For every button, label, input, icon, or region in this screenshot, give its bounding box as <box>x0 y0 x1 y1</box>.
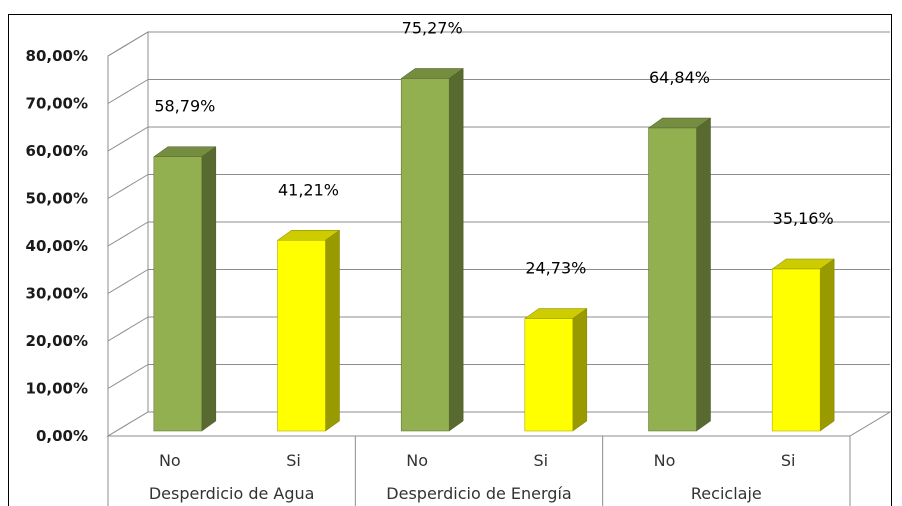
x-tick-label: No <box>159 451 181 470</box>
y-tick-label: 70,00% <box>26 95 88 113</box>
y-tick-label: 0,00% <box>36 427 88 445</box>
gridline-side <box>107 79 149 104</box>
bar <box>400 78 450 432</box>
gridline-side <box>107 316 149 342</box>
bar <box>524 318 574 432</box>
y-tick-label: 30,00% <box>26 285 88 303</box>
gridline-side <box>107 269 149 294</box>
gridline-side <box>107 31 149 57</box>
bar-side <box>572 308 588 432</box>
x-group-label: Desperdicio de Agua <box>149 484 315 503</box>
x-tick-label: No <box>406 451 428 470</box>
bar <box>277 240 326 432</box>
bar-side <box>201 146 217 432</box>
y-tick-label: 50,00% <box>26 190 88 208</box>
bar <box>648 127 697 432</box>
y-tick-label: 10,00% <box>26 380 88 398</box>
y-tick-label: 80,00% <box>26 47 88 65</box>
data-label: 35,16% <box>773 209 834 228</box>
gridline-side <box>107 174 149 199</box>
y-tick-label: 20,00% <box>26 332 88 350</box>
x-tick-label: Si <box>534 451 549 470</box>
x-tick-label: Si <box>781 451 796 470</box>
x-group-label: Reciclaje <box>691 484 762 503</box>
x-tick-label: No <box>654 451 676 470</box>
y-tick-label: 40,00% <box>26 237 88 255</box>
bar-side <box>819 258 835 432</box>
bar-side <box>448 67 464 432</box>
gridline-side <box>107 221 149 247</box>
bar-side <box>325 229 340 432</box>
bar <box>153 156 203 432</box>
y-tick-label: 60,00% <box>26 142 88 160</box>
bar <box>771 268 821 432</box>
gridline-side <box>107 364 149 389</box>
x-tick-label: Si <box>286 451 301 470</box>
x-group-label: Desperdicio de Energía <box>386 484 571 503</box>
data-label: 24,73% <box>525 259 586 278</box>
gridline-side <box>107 126 149 152</box>
data-label: 75,27% <box>402 18 463 37</box>
data-label: 41,21% <box>278 180 339 199</box>
data-label: 58,79% <box>154 97 215 116</box>
bar-side <box>696 117 711 432</box>
data-label: 64,84% <box>649 68 710 87</box>
